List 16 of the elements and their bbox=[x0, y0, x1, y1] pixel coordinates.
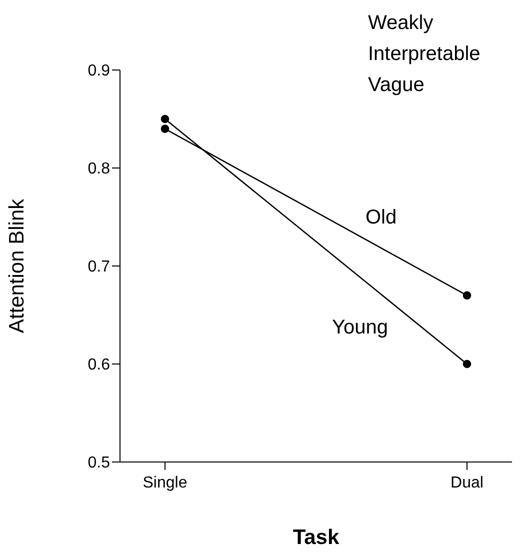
note: Weakly Interpretable Vague bbox=[368, 11, 480, 98]
point bbox=[462, 360, 472, 368]
point bbox=[160, 124, 170, 133]
series-label: Old bbox=[365, 206, 397, 229]
y-tick-label: 0.7 bbox=[88, 258, 110, 276]
x-tick-label: Single bbox=[142, 474, 188, 492]
x-axis-title: Task bbox=[292, 526, 340, 549]
x-tick-label: Dual bbox=[450, 474, 484, 492]
point bbox=[462, 291, 472, 300]
y-tick-label: 0.5 bbox=[88, 454, 110, 472]
y-tick-label: 0.8 bbox=[88, 160, 110, 178]
y-tick-label: 0.6 bbox=[88, 356, 110, 374]
point bbox=[160, 114, 170, 124]
y-axis-title: Attention Blink bbox=[5, 198, 28, 334]
y-tick-label: 0.9 bbox=[88, 62, 110, 80]
series-label: Young bbox=[332, 316, 388, 338]
